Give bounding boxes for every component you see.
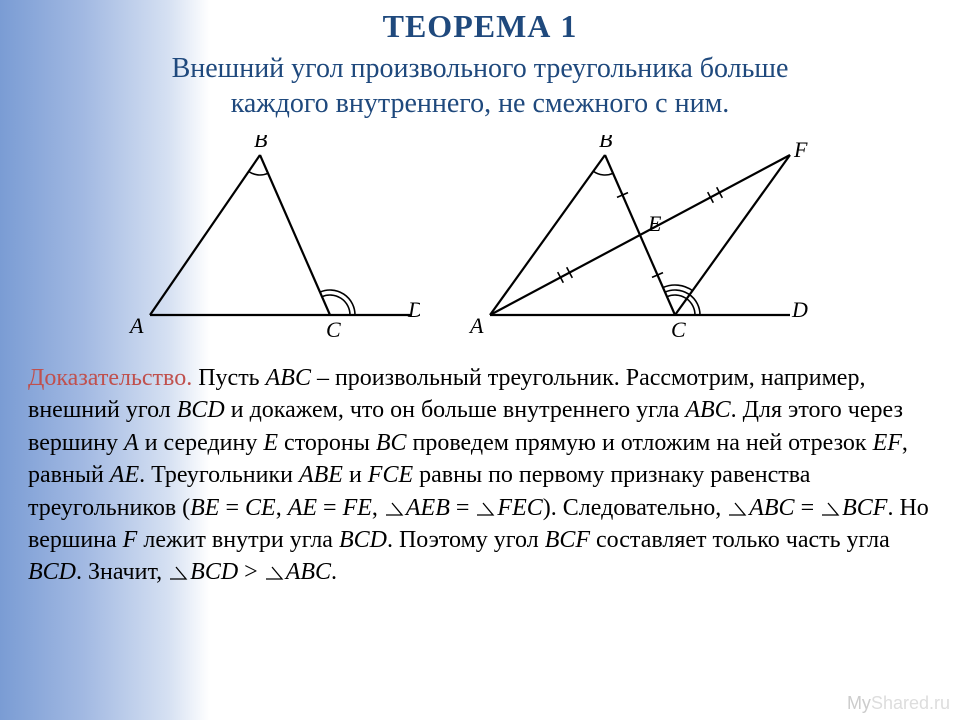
comma: , [372, 495, 384, 521]
theorem-line-1: Внешний угол произвольного треугольника … [172, 53, 789, 84]
svg-text:D: D [407, 297, 420, 322]
angle-icon [384, 501, 406, 517]
t: . Треугольники [139, 462, 299, 488]
proof-lead: Доказательство. [28, 365, 192, 391]
fec: FEC [497, 495, 542, 521]
bcf: BCF [842, 495, 887, 521]
t: и [343, 462, 368, 488]
diagram-right: A B C D E F [460, 135, 840, 350]
bcd: BCD [177, 397, 225, 423]
fe: FE [343, 495, 372, 521]
t: стороны [278, 430, 376, 456]
bcf: BCF [545, 527, 590, 553]
svg-text:C: C [326, 317, 341, 342]
angle-icon [727, 501, 749, 517]
e: E [263, 430, 278, 456]
eq: = [317, 495, 343, 521]
watermark: MyShared.ru [847, 693, 950, 714]
triangle-abcf-diagram: A B C D E F [460, 135, 840, 345]
comma: , [276, 495, 288, 521]
svg-text:A: A [128, 313, 144, 338]
gt: > [238, 559, 264, 585]
aeb: AEB [406, 495, 450, 521]
t: и докажем, что он больше внутреннего угл… [225, 397, 686, 423]
svg-text:B: B [254, 135, 267, 152]
bc: BC [376, 430, 407, 456]
svg-text:E: E [647, 211, 662, 236]
ae: AE [288, 495, 317, 521]
abc: ABC [266, 365, 311, 391]
bcd: BCD [190, 559, 238, 585]
t: лежит внутри угла [137, 527, 339, 553]
f: F [123, 527, 138, 553]
svg-text:A: A [468, 313, 484, 338]
period: . [331, 559, 337, 585]
abc: ABC [286, 559, 331, 585]
t: и середину [139, 430, 264, 456]
ef: EF [873, 430, 902, 456]
t: составляет только часть угла [590, 527, 890, 553]
t: . Значит, [76, 559, 168, 585]
be: BE [190, 495, 219, 521]
angle-icon [475, 501, 497, 517]
svg-text:F: F [793, 137, 808, 162]
theorem-statement: Внешний угол произвольного треугольника … [0, 45, 960, 131]
eq: = [795, 495, 821, 521]
t: Пусть [192, 365, 265, 391]
abc: ABC [749, 495, 794, 521]
proof-text: Доказательство. Пусть ABC – произвольный… [0, 358, 960, 593]
ae: AE [110, 462, 139, 488]
watermark-part1: My [847, 693, 871, 713]
watermark-part2: Shared.ru [871, 693, 950, 713]
a: A [124, 430, 139, 456]
triangle-abc-diagram: A B C D [120, 135, 420, 345]
eq: = [219, 495, 245, 521]
angle-icon [168, 565, 190, 581]
fce: FCE [368, 462, 413, 488]
theorem-line-2: каждого внутреннего, не смежного с ним. [231, 88, 730, 119]
bcd: BCD [28, 559, 76, 585]
bcd: BCD [339, 527, 387, 553]
t: проведем прямую и отложим на ней отрезок [407, 430, 873, 456]
svg-text:C: C [671, 317, 686, 342]
angle-icon [820, 501, 842, 517]
t: . Поэтому угол [387, 527, 545, 553]
diagrams-row: A B C D A B C D E F [0, 131, 960, 358]
page-title: ТЕОРЕМА 1 [0, 0, 960, 45]
abe: ABE [299, 462, 343, 488]
svg-text:B: B [599, 135, 612, 152]
angle-icon [264, 565, 286, 581]
svg-text:D: D [791, 297, 808, 322]
eq: = [450, 495, 476, 521]
abc: ABC [685, 397, 730, 423]
ce: CE [245, 495, 276, 521]
t: ). Следовательно, [543, 495, 727, 521]
diagram-left: A B C D [120, 135, 420, 350]
